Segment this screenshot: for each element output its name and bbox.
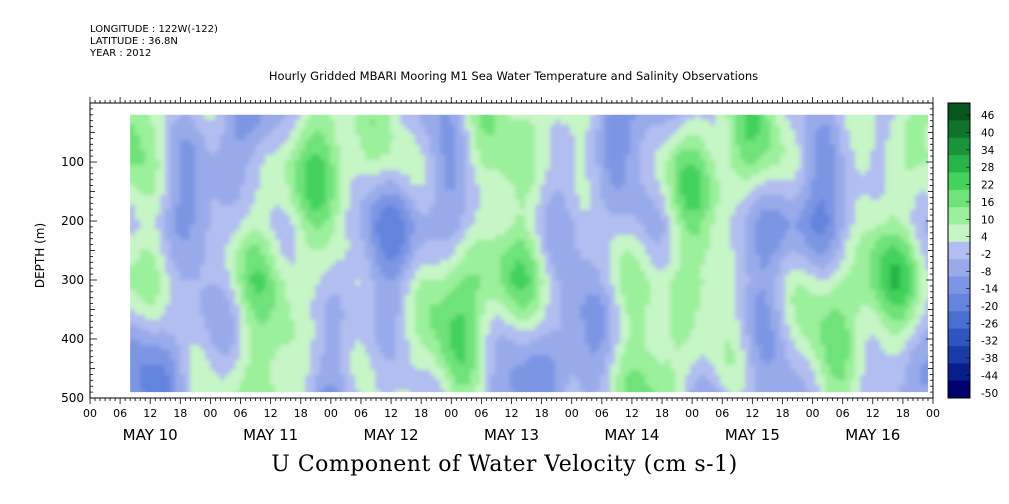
colorbar-swatch	[948, 189, 970, 208]
colorbar-swatch	[948, 259, 970, 277]
x-hour-tick-label: 12	[625, 407, 639, 420]
colorbar-swatch	[948, 224, 970, 243]
x-hour-tick-label: 00	[83, 407, 97, 420]
colorbar-label: 28	[981, 162, 994, 174]
x-hour-tick-label: 00	[806, 407, 820, 420]
colorbar-label: 40	[981, 128, 994, 140]
x-hour-tick-label: 12	[866, 407, 880, 420]
x-hour-tick-label: 18	[294, 407, 308, 420]
variable-title: U Component of Water Velocity (cm s-1)	[271, 452, 738, 477]
x-hour-tick-label: 00	[926, 407, 940, 420]
colorbar-label: 46	[981, 110, 995, 122]
x-hour-tick-label: 12	[745, 407, 759, 420]
y-tick-label: 100	[61, 155, 84, 169]
colorbar-label: 4	[981, 232, 988, 244]
x-hour-tick-label: 00	[565, 407, 579, 420]
x-hour-tick-label: 06	[715, 407, 729, 420]
longitude-label: LONGITUDE : 122W(-122)	[90, 24, 218, 35]
colorbar-label: 22	[981, 180, 994, 192]
colorbar-label: -32	[981, 336, 998, 348]
colorbar-label: 16	[981, 197, 995, 209]
colorbar-label: 34	[981, 145, 995, 157]
colorbar-label: -8	[981, 266, 991, 278]
x-hour-tick-label: 06	[113, 407, 127, 420]
colorbar-swatch	[948, 293, 970, 312]
chart-title: Hourly Gridded MBARI Mooring M1 Sea Wate…	[268, 69, 759, 83]
y-tick-label: 200	[61, 214, 84, 228]
colorbar-swatch	[948, 137, 970, 156]
x-hour-tick-label: 06	[354, 407, 368, 420]
x-hour-tick-label: 18	[173, 407, 187, 420]
x-day-label: MAY 10	[123, 426, 178, 444]
colorbar-swatch	[948, 276, 970, 295]
colorbar: 46 40 34 28 22 16 10 4 -2 -8 -14 -20 -26 -32 -38 -44 -50	[947, 102, 998, 400]
colorbar-label: -20	[981, 301, 998, 313]
plot-axes: 00 06 12 18 00 06 12 18 00 06 12 18 00 06 12 18 00 06 12 18…	[33, 97, 940, 444]
x-hour-tick-label: 06	[234, 407, 248, 420]
colorbar-swatch	[948, 155, 970, 173]
y-tick-label: 400	[61, 332, 84, 346]
colorbar-swatch	[948, 363, 970, 382]
colorbar-label: -14	[981, 284, 998, 296]
colorbar-swatch	[948, 311, 970, 329]
colorbar-label: -44	[981, 370, 998, 382]
x-hour-tick-label: 12	[384, 407, 398, 420]
colorbar-swatch	[948, 241, 970, 260]
colorbar-swatch	[948, 120, 970, 139]
colorbar-swatch	[948, 328, 970, 347]
x-hour-tick-label: 00	[324, 407, 338, 420]
y-tick-label: 500	[61, 391, 84, 405]
colorbar-swatch	[948, 172, 970, 191]
colorbar-label: -2	[981, 249, 991, 261]
colorbar-frame	[947, 102, 971, 399]
x-hour-tick-label: 18	[414, 407, 428, 420]
latitude-label: LATITUDE : 36.8N	[90, 36, 178, 47]
x-day-label: MAY 13	[484, 426, 539, 444]
x-day-label: MAY 11	[243, 426, 298, 444]
y-tick-label: 300	[61, 273, 84, 287]
y-axis-label: DEPTH (m)	[33, 223, 47, 288]
colorbar-label: -50	[981, 388, 998, 400]
x-hour-tick-label: 06	[836, 407, 850, 420]
colorbar-swatch	[948, 207, 970, 225]
x-hour-tick-label: 06	[595, 407, 609, 420]
colorbar-swatch	[948, 380, 970, 399]
x-hour-tick-label: 00	[444, 407, 458, 420]
x-hour-tick-label: 00	[203, 407, 217, 420]
colorbar-label: -26	[981, 318, 998, 330]
x-hour-tick-label: 12	[505, 407, 519, 420]
colorbar-label: -38	[981, 353, 998, 365]
colorbar-label: 10	[981, 214, 994, 226]
x-hour-tick-label: 12	[264, 407, 278, 420]
colorbar-swatch	[948, 103, 970, 121]
x-hour-tick-label: 18	[655, 407, 669, 420]
x-hour-tick-label: 06	[474, 407, 488, 420]
x-hour-tick-label: 00	[685, 407, 699, 420]
heatmap-field	[130, 114, 928, 393]
x-day-label: MAY 12	[364, 426, 419, 444]
x-hour-tick-label: 18	[775, 407, 789, 420]
year-label: YEAR : 2012	[90, 48, 152, 59]
x-hour-tick-label: 12	[143, 407, 157, 420]
x-day-label: MAY 14	[604, 426, 659, 444]
colorbar-swatch	[948, 345, 970, 364]
x-day-label: MAY 16	[845, 426, 900, 444]
x-day-label: MAY 15	[725, 426, 780, 444]
x-hour-tick-label: 18	[896, 407, 910, 420]
x-hour-tick-label: 18	[535, 407, 549, 420]
